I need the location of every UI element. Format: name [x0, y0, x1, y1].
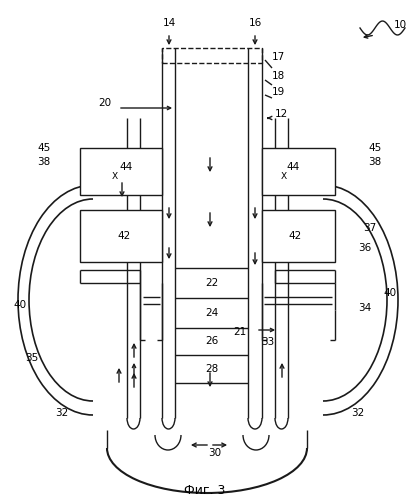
Bar: [262, 148, 335, 195]
Bar: [80, 210, 162, 262]
Text: 40: 40: [14, 300, 27, 310]
Text: 12: 12: [275, 109, 288, 119]
Text: 19: 19: [272, 87, 285, 97]
Bar: [162, 48, 262, 63]
Bar: [262, 210, 335, 262]
Bar: [80, 148, 162, 195]
Text: 36: 36: [358, 243, 372, 253]
Text: 20: 20: [99, 98, 111, 108]
Text: 35: 35: [25, 353, 39, 363]
Text: 45: 45: [37, 143, 51, 153]
Text: 34: 34: [358, 303, 372, 313]
Text: 44: 44: [287, 162, 300, 172]
Text: 18: 18: [272, 71, 285, 81]
Text: Фиг. 3: Фиг. 3: [184, 484, 226, 497]
Text: 42: 42: [289, 231, 302, 241]
Text: 16: 16: [248, 18, 262, 28]
Text: 14: 14: [162, 18, 175, 28]
Text: X: X: [112, 172, 118, 181]
Bar: [175, 268, 248, 383]
Text: 38: 38: [37, 157, 51, 167]
Text: 17: 17: [272, 52, 285, 62]
Text: 26: 26: [205, 336, 218, 346]
Text: 45: 45: [368, 143, 382, 153]
Text: 32: 32: [55, 408, 69, 418]
Text: X: X: [281, 172, 287, 181]
Text: 22: 22: [205, 278, 218, 288]
Text: 21: 21: [233, 327, 247, 337]
Text: 32: 32: [351, 408, 365, 418]
Text: 44: 44: [119, 162, 133, 172]
Text: 24: 24: [205, 308, 218, 318]
Text: 30: 30: [208, 448, 222, 458]
Text: 42: 42: [118, 231, 131, 241]
Text: 10: 10: [393, 20, 406, 30]
Text: 28: 28: [205, 364, 218, 374]
Text: 33: 33: [261, 337, 275, 347]
Text: 38: 38: [368, 157, 382, 167]
Text: 40: 40: [383, 288, 397, 298]
Text: 37: 37: [363, 223, 376, 233]
